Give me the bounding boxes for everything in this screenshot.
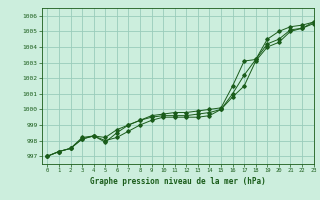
X-axis label: Graphe pression niveau de la mer (hPa): Graphe pression niveau de la mer (hPa) [90, 177, 266, 186]
